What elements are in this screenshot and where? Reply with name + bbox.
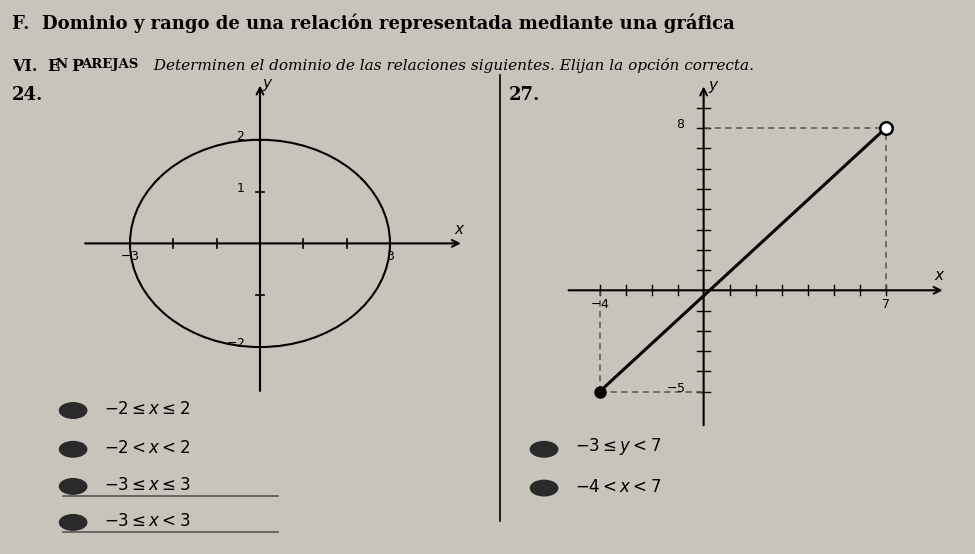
Text: E: E — [47, 58, 59, 75]
Text: 24.: 24. — [12, 86, 43, 104]
Text: $-3$: $-3$ — [120, 250, 139, 263]
Text: $y$: $y$ — [708, 79, 720, 95]
Text: d: d — [69, 517, 77, 528]
Text: c: c — [69, 481, 77, 492]
Text: $8$: $8$ — [677, 118, 685, 131]
Text: AREJAS: AREJAS — [81, 58, 138, 71]
Text: $x$: $x$ — [453, 223, 465, 237]
Text: $-3 \leq x < 3$: $-3 \leq x < 3$ — [104, 513, 191, 530]
Text: $7$: $7$ — [881, 297, 890, 311]
Text: $2$: $2$ — [236, 130, 245, 143]
Text: $3$: $3$ — [385, 250, 395, 263]
Text: $-3 \leq x \leq 3$: $-3 \leq x \leq 3$ — [104, 477, 191, 494]
Text: VI.: VI. — [12, 58, 43, 75]
Text: $1$: $1$ — [236, 182, 245, 194]
Text: P: P — [71, 58, 83, 75]
Text: $-4 < x < 7$: $-4 < x < 7$ — [575, 479, 661, 496]
Text: a: a — [540, 444, 548, 455]
Text: Determinen el dominio de las relaciones siguientes. Elijan la opción correcta.: Determinen el dominio de las relaciones … — [144, 58, 755, 73]
Text: N: N — [56, 58, 72, 71]
Text: $-2$: $-2$ — [226, 337, 245, 350]
Text: a: a — [69, 405, 77, 416]
Text: b: b — [540, 483, 548, 494]
Text: $y$: $y$ — [262, 77, 274, 93]
Text: F.  Dominio y rango de una relación representada mediante una gráfica: F. Dominio y rango de una relación repre… — [12, 14, 734, 33]
Text: $-2 \leq x \leq 2$: $-2 \leq x \leq 2$ — [104, 401, 190, 418]
Text: $-5$: $-5$ — [666, 382, 685, 394]
Text: $-2 < x < 2$: $-2 < x < 2$ — [104, 440, 190, 457]
Text: $-3 \leq y < 7$: $-3 \leq y < 7$ — [575, 436, 661, 457]
Text: b: b — [69, 444, 77, 455]
Text: $x$: $x$ — [934, 269, 946, 283]
Text: 27.: 27. — [509, 86, 540, 104]
Text: $-4$: $-4$ — [590, 297, 609, 311]
